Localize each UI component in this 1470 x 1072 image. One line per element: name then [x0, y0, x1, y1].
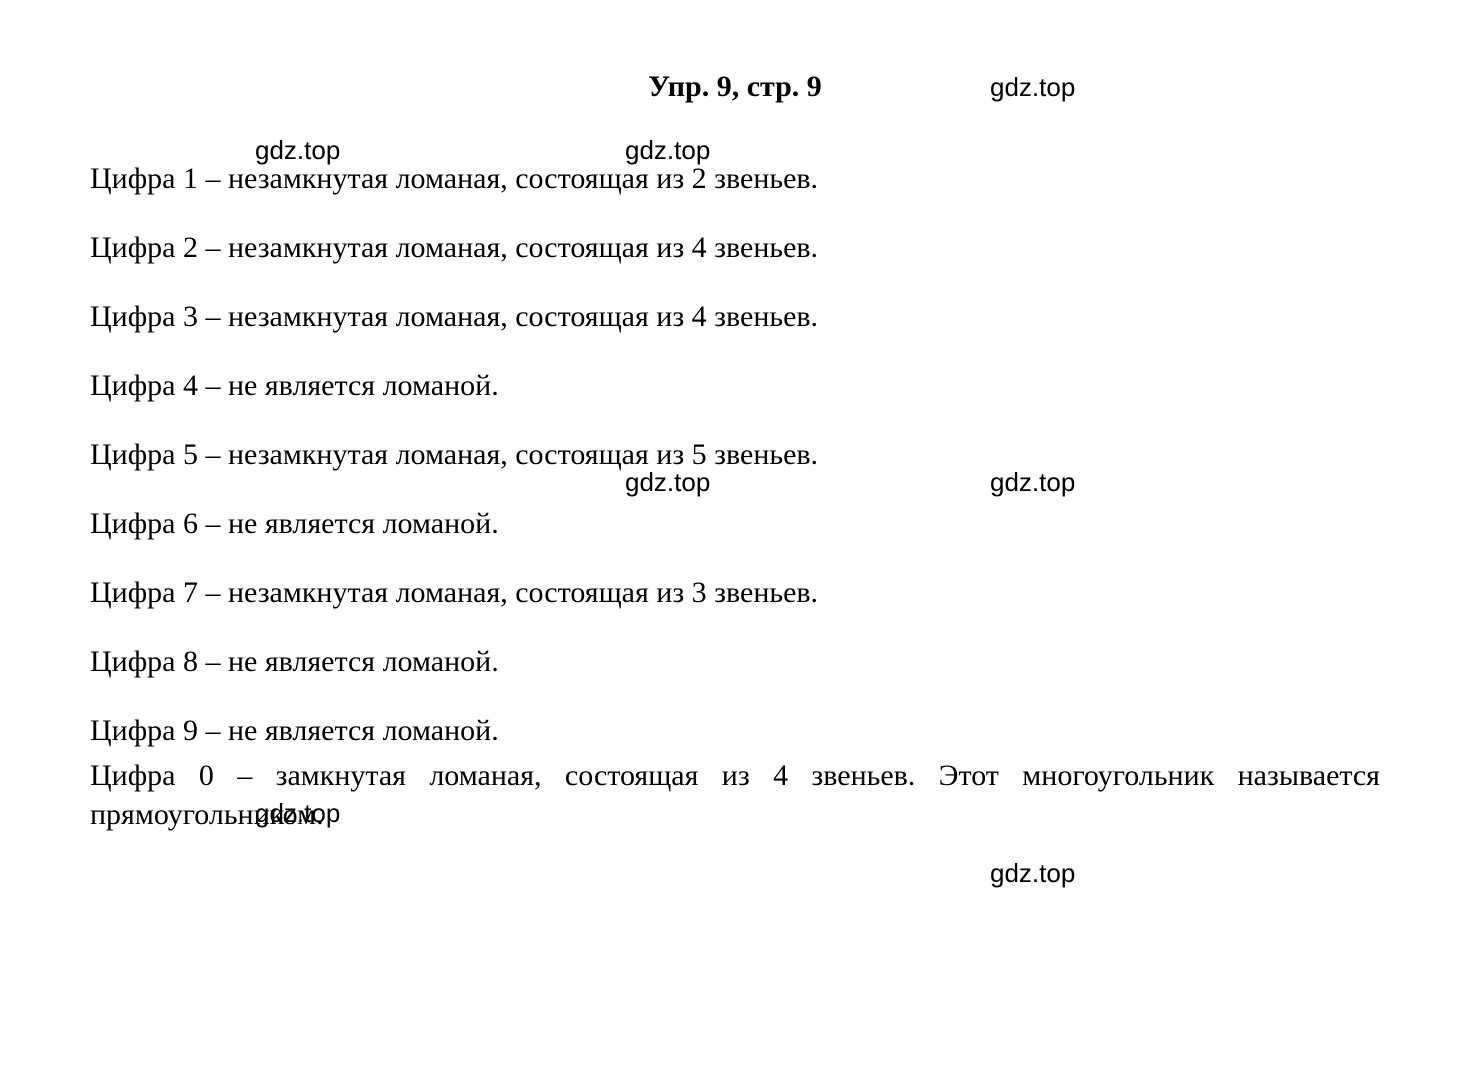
text-line-3: Цифра 3 – незамкнутая ломаная, состоящая… [90, 297, 1380, 336]
text-line-4: Цифра 4 – не является ломаной. [90, 366, 1380, 405]
watermark: gdz.top [990, 858, 1075, 889]
text-line-6: Цифра 6 – не является ломаной. [90, 504, 1380, 543]
document-content: Упр. 9, стр. 9 Цифра 1 – незамкнутая лом… [90, 70, 1380, 834]
text-line-8: Цифра 8 – не является ломаной. [90, 642, 1380, 681]
text-line-9: Цифра 9 – не является ломаной. [90, 711, 1380, 750]
text-line-1: Цифра 1 – незамкнутая ломаная, состоящая… [90, 159, 1380, 198]
page-title: Упр. 9, стр. 9 [90, 70, 1380, 104]
text-line-2: Цифра 2 – незамкнутая ломаная, состоящая… [90, 228, 1380, 267]
text-line-10: Цифра 0 – замкнутая ломаная, состоящая и… [90, 756, 1380, 834]
text-line-7: Цифра 7 – незамкнутая ломаная, состоящая… [90, 573, 1380, 612]
text-line-5: Цифра 5 – незамкнутая ломаная, состоящая… [90, 435, 1380, 474]
